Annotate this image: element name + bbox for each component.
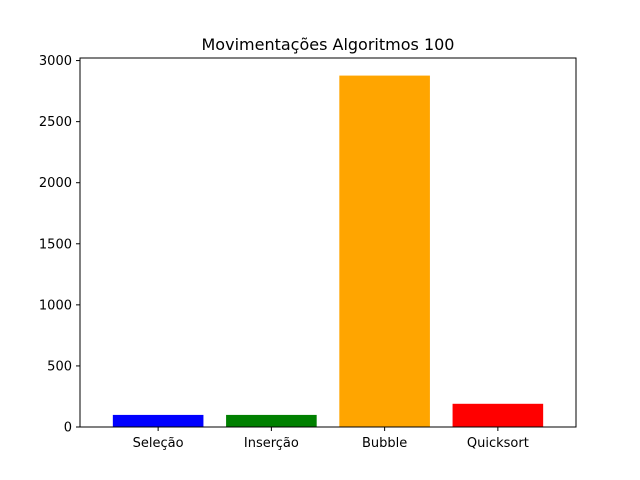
bars-group (112, 75, 544, 428)
x-tick-label-insercao: Inserção (244, 436, 299, 451)
bar-bubble (339, 75, 430, 428)
y-tick-label: 0 (64, 421, 72, 436)
y-axis: 0 500 1000 1500 2000 2500 3000 (39, 54, 80, 436)
x-tick-label-quicksort: Quicksort (467, 436, 529, 451)
x-tick-label-selecao: Seleção (133, 436, 184, 451)
y-tick-label: 3000 (39, 54, 72, 69)
plot-frame (79, 57, 577, 428)
y-tick-label: 2500 (39, 115, 72, 130)
bar-selecao (112, 414, 204, 427)
bar-insercao (226, 414, 317, 427)
y-tick-label: 2000 (39, 176, 72, 191)
y-tick-label: 1000 (39, 298, 72, 313)
x-axis: Seleção Inserção Bubble Quicksort (133, 427, 529, 451)
y-tick-label: 1500 (39, 237, 72, 252)
bar-quicksort (452, 403, 544, 427)
x-tick-label-bubble: Bubble (362, 436, 407, 451)
y-tick-label: 500 (47, 359, 72, 374)
chart-title: Movimentações Algoritmos 100 (202, 35, 455, 54)
